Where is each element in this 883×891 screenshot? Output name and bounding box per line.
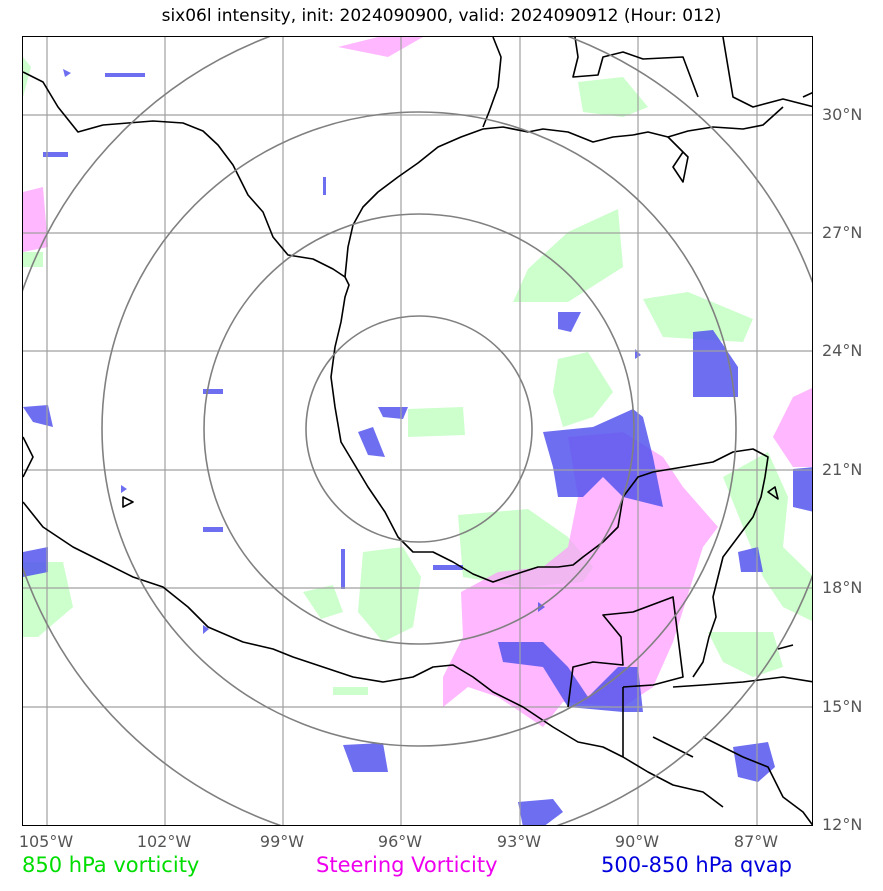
legend-steering-vorticity: Steering Vorticity [316, 853, 498, 877]
vorticity-850-fields [23, 57, 812, 695]
lat-label-21n: 21°N [822, 460, 863, 479]
lat-label-24n: 24°N [822, 341, 863, 360]
lat-label-30n: 30°N [822, 105, 863, 124]
chart-title: six06l intensity, init: 2024090900, vali… [161, 6, 722, 26]
graticule [23, 37, 812, 825]
lon-label-87w: 87°W [733, 832, 779, 851]
lon-label-105w: 105°W [18, 832, 74, 851]
map-canvas [23, 37, 812, 825]
legend-qvap: 500-850 hPa qvap [601, 853, 792, 877]
legend-850hpa-vorticity: 850 hPa vorticity [22, 853, 200, 877]
lon-label-90w: 90°W [614, 832, 660, 851]
lon-label-102w: 102°W [136, 832, 192, 851]
lat-label-15n: 15°N [822, 697, 863, 716]
lat-label-12n: 12°N [822, 815, 863, 834]
lon-label-93w: 93°W [496, 832, 542, 851]
lon-label-96w: 96°W [377, 832, 423, 851]
lat-label-27n: 27°N [822, 223, 863, 242]
lon-label-99w: 99°W [259, 832, 305, 851]
coastlines-and-borders [23, 37, 812, 825]
lat-label-18n: 18°N [822, 578, 863, 597]
range-rings [23, 37, 812, 825]
map-panel [22, 36, 813, 826]
qvap-fields [23, 69, 812, 825]
